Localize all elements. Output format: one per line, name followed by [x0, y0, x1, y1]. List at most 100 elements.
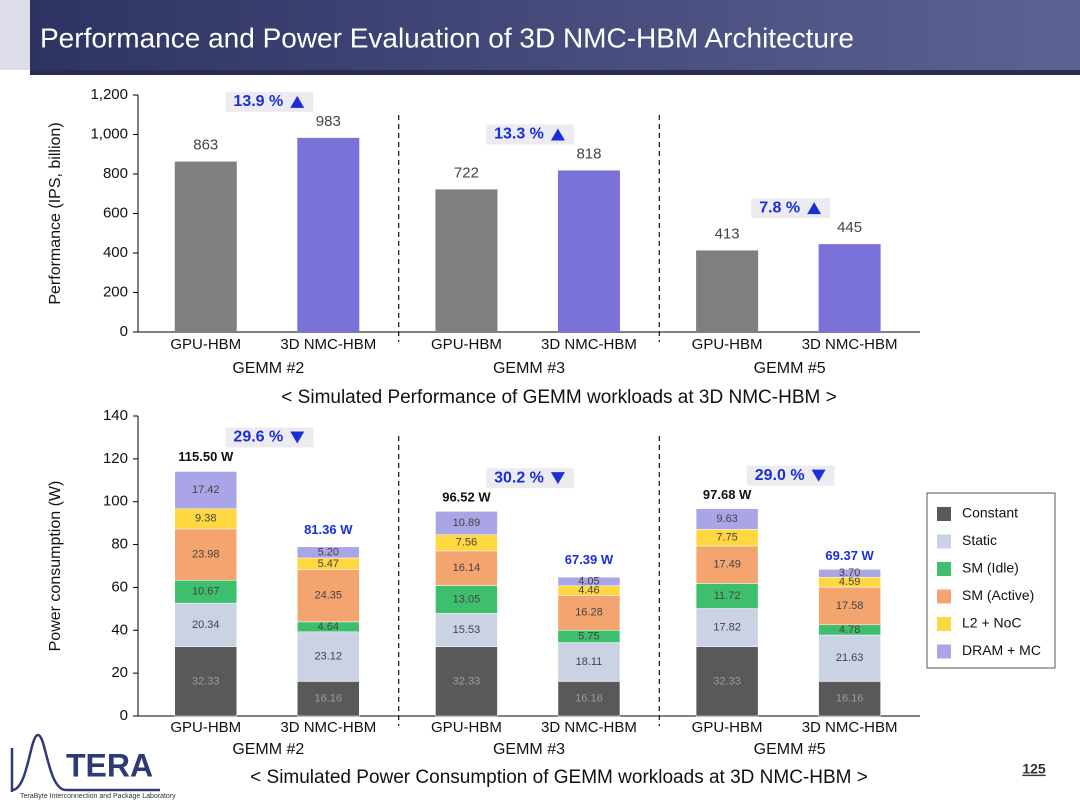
- legend-swatch: [937, 534, 951, 549]
- legend-swatch: [937, 644, 951, 659]
- change-annotation: 13.3 %: [494, 126, 544, 143]
- slide-title: Performance and Power Evaluation of 3D N…: [40, 22, 854, 53]
- total-label: 67.39 W: [565, 552, 614, 567]
- bar-segment: [695, 646, 759, 717]
- bar-segment: [174, 471, 238, 510]
- header-bar: [30, 0, 1080, 70]
- bar: [174, 161, 237, 332]
- y-tick-label: 120: [103, 450, 128, 467]
- bar-segment: [435, 613, 498, 647]
- page-number: 125: [1022, 761, 1046, 777]
- y-tick-label: 0: [120, 323, 128, 340]
- annotation-arrow: [807, 202, 822, 215]
- segment-label: 16.16: [836, 693, 864, 705]
- group-label: GEMM #2: [232, 741, 304, 758]
- x-tick-label: 3D NMC-HBM: [280, 336, 376, 353]
- total-label: 96.52 W: [442, 490, 491, 505]
- y-tick-label: 40: [111, 621, 128, 638]
- annotation-arrow: [550, 128, 565, 141]
- segment-label: 4.78: [839, 624, 860, 636]
- segment-label: 13.05: [453, 593, 481, 605]
- legend-label: Constant: [962, 505, 1018, 521]
- change-annotation: 29.0 %: [755, 467, 805, 484]
- bar: [297, 137, 360, 332]
- y-axis-label: Power consumption (W): [47, 481, 64, 652]
- y-axis-label: Performance (IPS, billion): [47, 122, 64, 304]
- y-tick-label: 800: [103, 165, 128, 182]
- total-label: 69.37 W: [825, 548, 874, 563]
- bar-segment: [695, 545, 759, 584]
- value-label: 722: [454, 164, 479, 181]
- annotation-arrow: [290, 95, 305, 108]
- segment-label: 10.89: [453, 517, 481, 529]
- bar-segment: [435, 550, 498, 586]
- value-label: 445: [837, 219, 862, 236]
- change-annotation: 29.6 %: [233, 429, 283, 446]
- bar-segment: [818, 569, 881, 578]
- header-strip: [0, 0, 30, 70]
- segment-label: 32.33: [192, 675, 220, 687]
- segment-label: 16.28: [575, 607, 603, 619]
- bar-segment: [435, 511, 498, 535]
- segment-label: 5.75: [578, 630, 599, 642]
- legend-label: DRAM + MC: [962, 642, 1041, 658]
- bar-segment: [297, 569, 360, 623]
- segment-label: 16.14: [453, 562, 481, 574]
- logo-name: TERA: [66, 747, 153, 783]
- change-annotation: 30.2 %: [494, 469, 544, 486]
- y-tick-label: 140: [103, 407, 128, 424]
- x-tick-label: 3D NMC-HBM: [541, 719, 637, 736]
- bar-segment: [174, 528, 238, 581]
- x-tick-label: GPU-HBM: [692, 336, 763, 353]
- bar-segment: [435, 646, 498, 717]
- y-tick-label: 0: [120, 707, 128, 724]
- bar-segment: [174, 602, 238, 647]
- y-tick-label: 1,200: [90, 86, 128, 103]
- segment-label: 23.12: [315, 651, 343, 663]
- x-tick-label: 3D NMC-HBM: [541, 336, 637, 353]
- segment-label: 3.70: [839, 567, 860, 579]
- bar: [818, 244, 881, 332]
- segment-label: 4.46: [578, 584, 599, 596]
- segment-label: 11.72: [714, 590, 741, 602]
- bar: [435, 189, 498, 332]
- legend-label: Static: [962, 532, 997, 548]
- group-label: GEMM #5: [754, 360, 826, 377]
- x-tick-label: GPU-HBM: [170, 719, 241, 736]
- bar-segment: [695, 608, 759, 647]
- x-tick-label: GPU-HBM: [431, 719, 502, 736]
- segment-label: 32.33: [453, 675, 481, 687]
- segment-label: 17.49: [713, 559, 741, 571]
- total-label: 115.50 W: [178, 449, 234, 464]
- annotation-arrow: [290, 431, 305, 444]
- group-label: GEMM #2: [232, 360, 304, 377]
- annotation-arrow: [811, 469, 826, 482]
- group-label: GEMM #3: [493, 741, 565, 758]
- segment-label: 20.34: [192, 619, 220, 631]
- bar-segment: [557, 642, 621, 682]
- segment-label: 5.47: [318, 558, 339, 570]
- segment-label: 15.53: [453, 624, 481, 636]
- segment-label: 16.16: [575, 693, 603, 705]
- segment-label: 9.63: [716, 513, 737, 525]
- legend-swatch: [937, 617, 951, 631]
- x-tick-label: 3D NMC-HBM: [280, 719, 376, 736]
- bar-segment: [695, 508, 759, 530]
- annotation-arrow: [550, 472, 565, 485]
- total-label: 97.68 W: [703, 487, 752, 502]
- segment-label: 4.64: [318, 621, 339, 633]
- value-label: 863: [193, 137, 218, 154]
- segment-label: 32.33: [713, 675, 741, 687]
- value-label: 818: [576, 145, 601, 162]
- segment-label: 23.98: [192, 548, 220, 560]
- segment-label: 21.63: [836, 652, 864, 664]
- y-tick-label: 80: [111, 536, 128, 553]
- change-annotation: 7.8 %: [759, 199, 800, 216]
- segment-label: 4.05: [578, 575, 599, 587]
- y-tick-label: 600: [103, 204, 128, 221]
- segment-label: 17.42: [192, 484, 220, 496]
- segment-label: 24.35: [315, 590, 343, 602]
- x-tick-label: GPU-HBM: [692, 719, 763, 736]
- bar-segment: [818, 634, 881, 682]
